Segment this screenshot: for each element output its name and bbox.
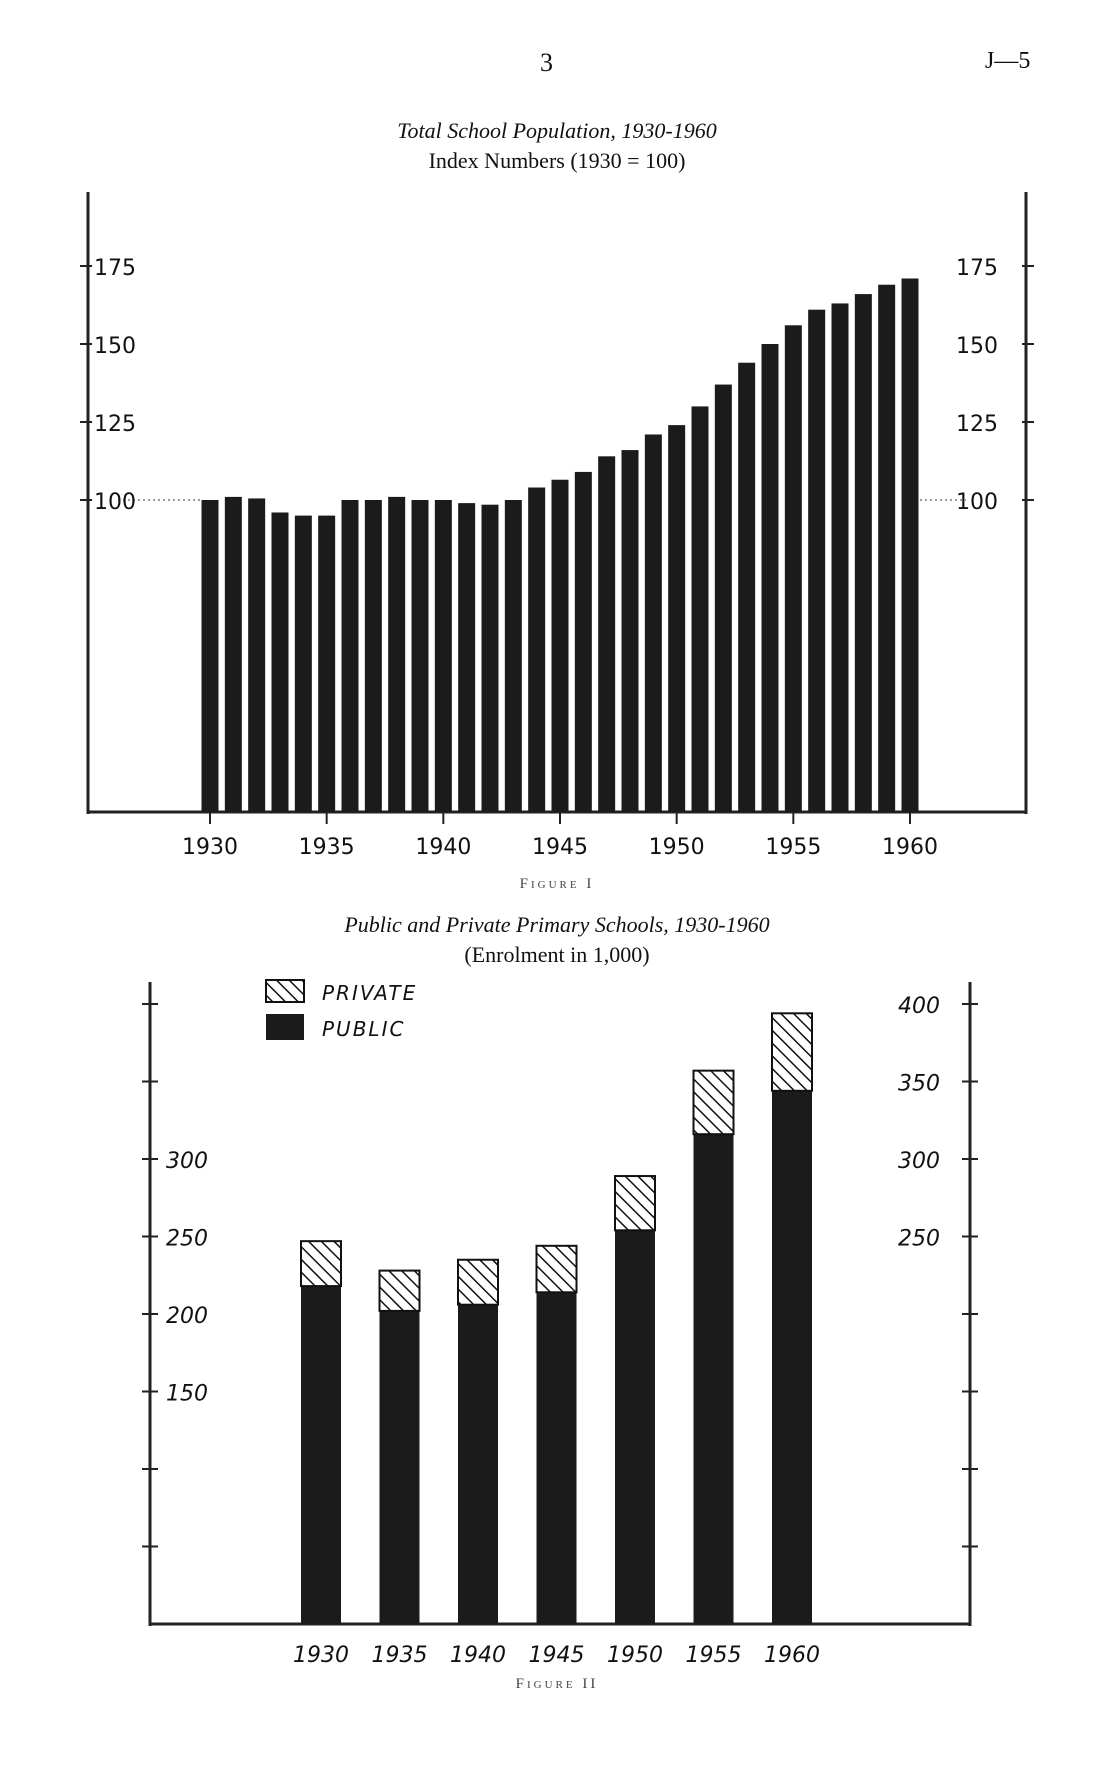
bar: [248, 498, 266, 812]
bar: [364, 500, 382, 812]
bar: [528, 487, 546, 812]
bar: [808, 309, 826, 812]
bar-private: [535, 1244, 578, 1294]
y-tick-label-left: 300: [166, 1149, 208, 1174]
bar: [504, 500, 522, 812]
x-tick-label: 1960: [882, 835, 938, 860]
figure-2-caption: Figure II: [515, 1676, 599, 1692]
bar-public: [536, 1292, 577, 1624]
figure-2-subtitle: (Enrolment in 1,000): [464, 942, 650, 967]
y-tick-label-left: 250: [166, 1227, 208, 1252]
y-tick-label-left: 175: [94, 256, 136, 281]
x-tick-label: 1950: [649, 835, 705, 860]
bar: [318, 515, 336, 812]
legend-swatch-public: [266, 1014, 304, 1040]
bar: [551, 479, 569, 812]
x-tick-label: 1950: [607, 1643, 663, 1668]
bar-public: [301, 1286, 341, 1624]
y-tick-label-left: 200: [166, 1304, 208, 1329]
y-tick-label-left: 150: [94, 334, 136, 359]
bar: [714, 384, 732, 812]
bar: [668, 425, 686, 812]
bar-public: [772, 1090, 812, 1624]
x-tick-label: 1960: [764, 1643, 820, 1668]
bar: [644, 434, 662, 812]
bar-private: [692, 1069, 735, 1136]
x-tick-label: 1930: [182, 835, 238, 860]
legend-label-public: PUBLIC: [322, 1017, 405, 1041]
figure-1-title: Total School Population, 1930-1960: [397, 118, 717, 143]
x-tick-label: 1955: [765, 835, 821, 860]
x-tick-label: 1940: [450, 1643, 506, 1668]
y-tick-label-left: 150: [166, 1382, 208, 1407]
figure-1-subtitle: Index Numbers (1930 = 100): [428, 148, 686, 173]
bar-private: [771, 1012, 813, 1092]
figure-2-title: Public and Private Primary Schools, 1930…: [344, 912, 770, 937]
y-tick-label-right: 125: [956, 412, 998, 437]
bar-private: [378, 1269, 421, 1312]
legend-label-private: PRIVATE: [322, 981, 417, 1005]
bar: [574, 471, 592, 812]
bar: [854, 294, 872, 812]
x-tick-label: 1955: [686, 1643, 742, 1668]
y-tick-label-right: 250: [898, 1227, 940, 1252]
y-tick-label-right: 400: [898, 994, 940, 1019]
y-tick-label-right: 350: [898, 1072, 940, 1097]
x-tick-label: 1935: [372, 1643, 428, 1668]
bar: [621, 450, 639, 812]
y-tick-label-right: 175: [956, 256, 998, 281]
x-tick-label: 1945: [529, 1643, 585, 1668]
bar: [458, 503, 476, 812]
bar-private: [300, 1240, 342, 1288]
page-number: 3: [540, 48, 553, 77]
bar-private: [614, 1175, 656, 1232]
bar-public: [615, 1230, 655, 1624]
bar-public: [458, 1304, 498, 1624]
bar-public: [693, 1134, 734, 1624]
bar: [434, 500, 452, 812]
bar: [388, 496, 406, 812]
bar: [878, 284, 896, 813]
bar: [784, 325, 802, 812]
bar: [761, 344, 779, 812]
x-tick-label: 1935: [299, 835, 355, 860]
bar: [481, 504, 499, 812]
figure-2-chart: 150 200 250 300 250 300 350 400 1930 1935 1940 1945…: [142, 979, 978, 1668]
bar-private: [457, 1258, 499, 1306]
bar-public: [379, 1310, 420, 1624]
y-tick-label-left: 125: [94, 412, 136, 437]
bar: [201, 500, 219, 812]
figure-1-chart: 100 100 125 125 150 150 175 175 1930 1935 1940 1945…: [80, 192, 1034, 860]
bar: [294, 515, 312, 812]
x-tick-label: 1945: [532, 835, 588, 860]
bar: [598, 456, 616, 812]
y-tick-label-right: 100: [956, 490, 998, 515]
bar: [341, 500, 359, 812]
document-reference: J—5: [985, 48, 1031, 74]
bar: [691, 406, 709, 812]
bar: [411, 500, 429, 812]
bar: [831, 303, 849, 812]
x-tick-label: 1930: [293, 1643, 349, 1668]
bar: [738, 362, 756, 812]
y-tick-label-right: 300: [898, 1149, 940, 1174]
legend-swatch-private: [265, 979, 305, 1003]
bar: [901, 278, 919, 813]
bar: [224, 496, 242, 812]
y-tick-label-left: 100: [94, 490, 136, 515]
bar: [271, 512, 289, 812]
x-tick-label: 1940: [415, 835, 471, 860]
figure-1-caption: Figure I: [519, 876, 595, 892]
y-tick-label-right: 150: [956, 334, 998, 359]
